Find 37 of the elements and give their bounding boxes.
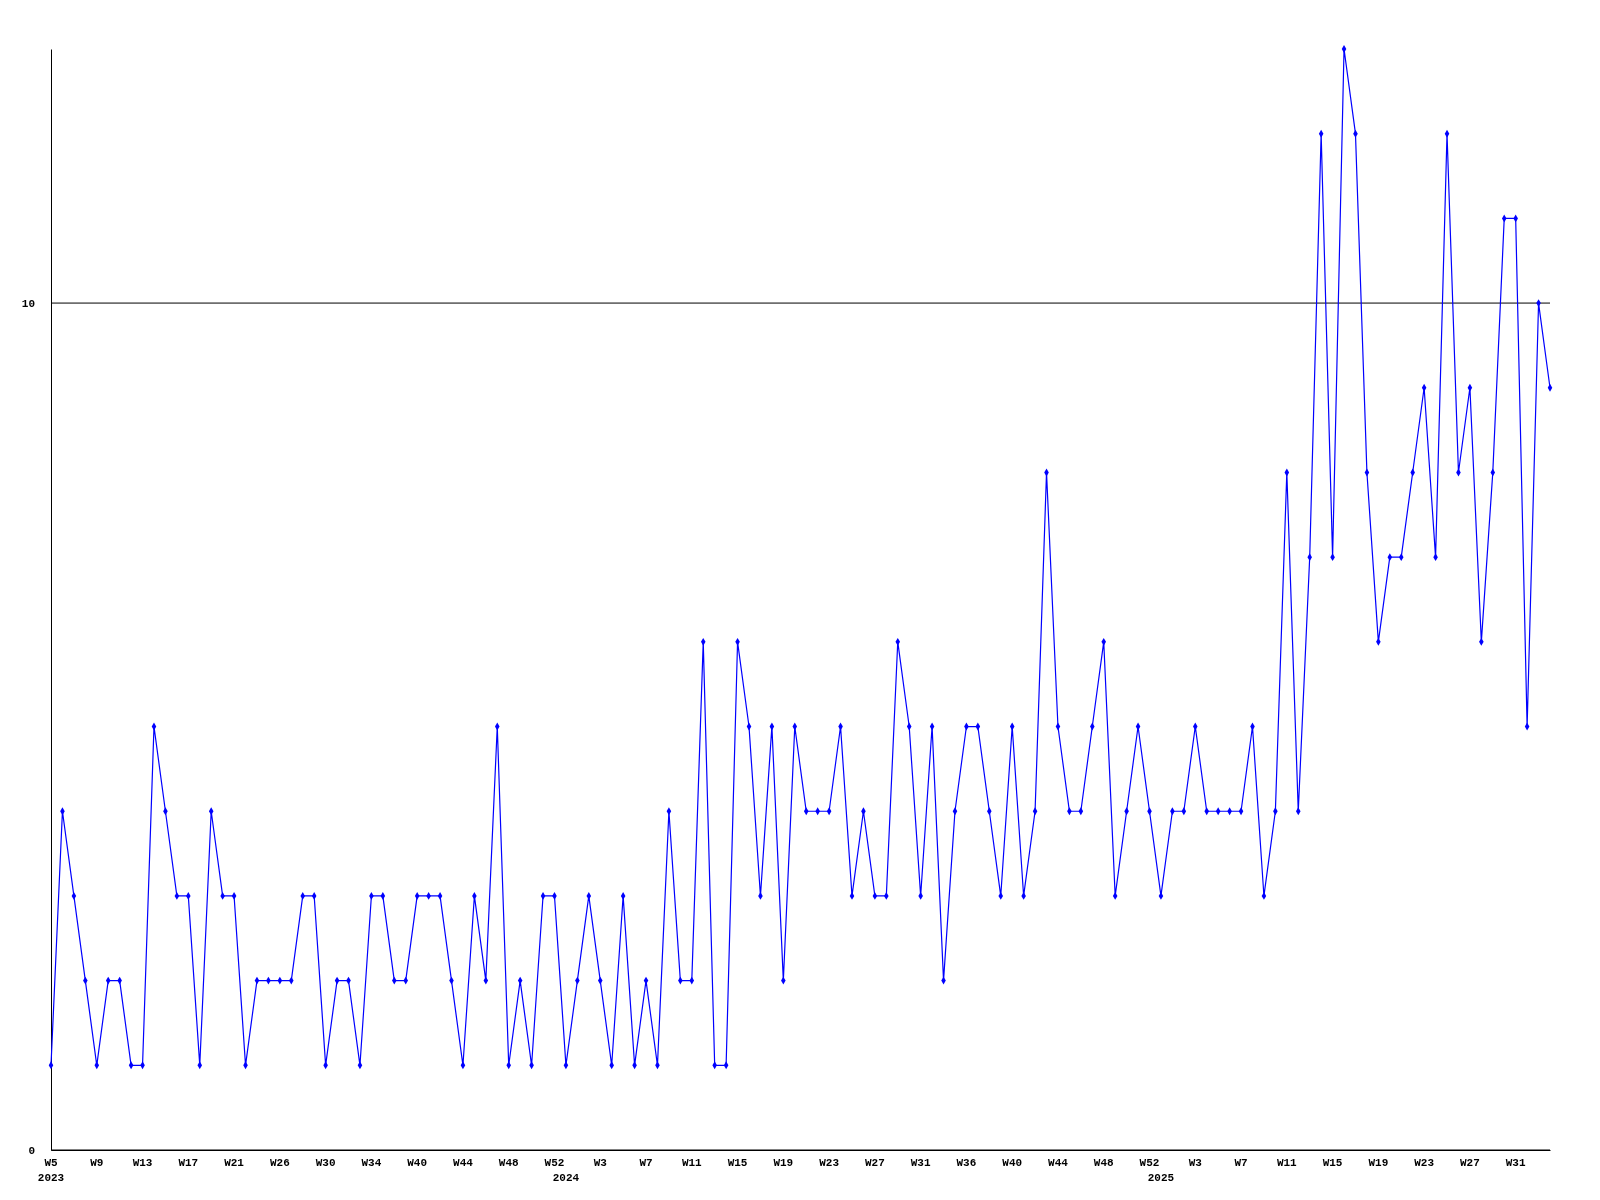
x-tick-label: 2024 [552, 1172, 580, 1184]
y-tick-label: 10 [21, 298, 35, 311]
x-tick-label: W31 [1505, 1157, 1526, 1169]
x-tick-label: W52 [1139, 1157, 1160, 1169]
x-tick-label: W48 [498, 1157, 520, 1169]
x-tick-label: W44 [453, 1157, 474, 1169]
x-tick-label: W15 [1322, 1157, 1343, 1169]
x-tick-label: W44 [1048, 1157, 1069, 1169]
y-tick-label: 0 [28, 1145, 35, 1158]
x-tick-label: W30 [315, 1157, 336, 1169]
x-tick-label: W19 [773, 1157, 794, 1169]
x-tick-label: W34 [361, 1157, 382, 1169]
x-tick-label: W31 [910, 1157, 931, 1169]
x-tick-label: W52 [544, 1157, 565, 1169]
x-tick-label: W21 [224, 1157, 245, 1169]
x-tick-label: W27 [1459, 1157, 1480, 1169]
x-tick-label: W11 [681, 1157, 703, 1169]
x-tick-label: W7 [639, 1157, 653, 1169]
x-tick-label: W3 [1188, 1157, 1203, 1169]
x-tick-label: W23 [819, 1157, 840, 1169]
x-tick-label: W13 [132, 1157, 153, 1169]
x-tick-label: W26 [269, 1157, 290, 1169]
x-tick-label: W17 [178, 1157, 199, 1169]
x-tick-label: W15 [727, 1157, 748, 1169]
x-tick-label: W40 [407, 1157, 428, 1169]
x-tick-label: W3 [593, 1157, 608, 1169]
x-tick-label: W9 [90, 1157, 104, 1169]
x-tick-label: W36 [956, 1157, 977, 1169]
x-tick-label: W27 [864, 1157, 885, 1169]
x-tick-label: W48 [1093, 1157, 1115, 1169]
x-tick-label: W19 [1368, 1157, 1389, 1169]
x-tick-label: W7 [1234, 1157, 1248, 1169]
x-tick-label: W23 [1414, 1157, 1435, 1169]
x-tick-label: W11 [1276, 1157, 1298, 1169]
x-tick-label: W5 2023 [37, 1157, 65, 1184]
x-tick-label: W40 [1002, 1157, 1023, 1169]
x-tick-label: 2025 [1147, 1172, 1175, 1184]
